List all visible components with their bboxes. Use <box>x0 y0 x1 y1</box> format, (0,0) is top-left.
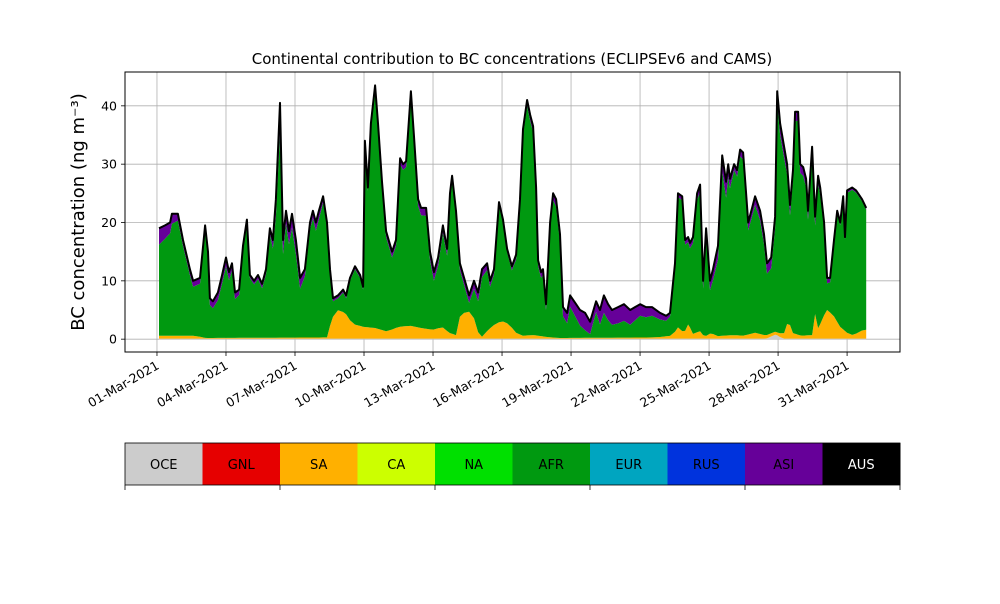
x-tick-label: 10-Mar-2021 <box>292 358 368 411</box>
x-tick-label: 16-Mar-2021 <box>430 358 506 411</box>
legend-swatch-afr <box>512 443 591 485</box>
legend-swatch-ca <box>357 443 436 485</box>
y-tick-label: 30 <box>101 157 117 172</box>
chart-title: Continental contribution to BC concentra… <box>252 50 773 68</box>
y-tick-label: 10 <box>101 273 117 288</box>
x-tick-label: 07-Mar-2021 <box>223 358 299 411</box>
legend-label: AUS <box>848 458 875 473</box>
legend-label: AFR <box>539 458 564 473</box>
legend-swatch-eur <box>590 443 668 485</box>
x-tick-label: 19-Mar-2021 <box>499 358 575 411</box>
colorbar-frame <box>124 442 901 486</box>
x-tick-label: 01-Mar-2021 <box>85 358 161 411</box>
x-tick-label: 31-Mar-2021 <box>775 358 851 411</box>
legend-label: GNL <box>228 458 256 473</box>
stacked-areas <box>158 84 868 340</box>
legend-swatch-sa <box>280 443 358 485</box>
legend-swatch-asi <box>745 443 823 485</box>
y-tick-label: 40 <box>101 98 117 113</box>
x-tick-label: 13-Mar-2021 <box>361 358 437 411</box>
legend-swatch-aus <box>822 443 901 485</box>
plot-frame <box>124 71 901 353</box>
legend-swatch-rus <box>667 443 746 485</box>
legend-label: NA <box>464 458 483 473</box>
legend-label: ASI <box>773 458 794 473</box>
area-sa <box>159 310 867 339</box>
x-tick-label: 25-Mar-2021 <box>637 358 713 411</box>
legend-label: EUR <box>615 458 642 473</box>
legend-label: CA <box>387 458 405 473</box>
legend-label: RUS <box>693 458 720 473</box>
y-axis-label: BC concentration (ng m⁻³) <box>68 93 89 331</box>
x-tick-label: 22-Mar-2021 <box>568 358 644 411</box>
legend-label: SA <box>310 458 327 473</box>
y-tick-label: 0 <box>109 332 117 347</box>
area-oce <box>159 334 867 340</box>
area-aus-top-line <box>158 84 868 323</box>
legend-swatch-gnl <box>202 443 281 485</box>
legend-swatch-oce <box>125 443 203 485</box>
legend-swatch-na <box>435 443 513 485</box>
legend-colorbar: OCE GNL SA CA NA AFR EUR RUS ASI AUS <box>124 442 901 490</box>
x-tick-label: 28-Mar-2021 <box>706 358 782 411</box>
x-tick-label: 04-Mar-2021 <box>154 358 230 411</box>
y-tick-label: 20 <box>101 215 117 230</box>
area-afr <box>159 89 867 338</box>
legend-label: OCE <box>150 458 178 473</box>
